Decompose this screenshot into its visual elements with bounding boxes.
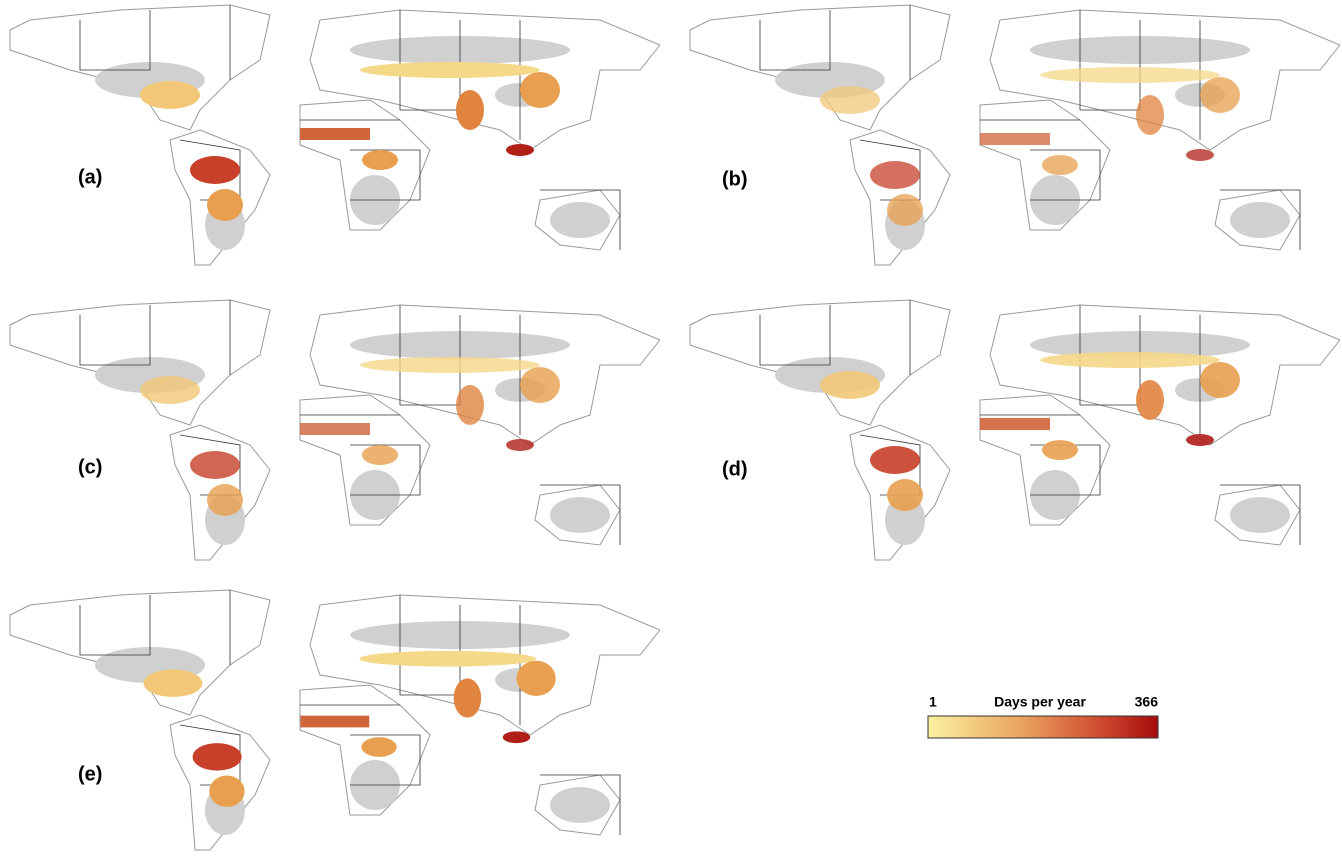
panel-label: (d) (722, 458, 748, 480)
panel-label: (e) (78, 763, 102, 785)
figure: (a) (b) (c) (d) (e) 1 Days per year 366 (0, 0, 1342, 858)
colorbar (928, 716, 1158, 738)
map-panel: (c) (10, 300, 660, 560)
panel-label: (c) (78, 456, 102, 478)
map-panel: (a) (10, 5, 660, 265)
map-panel: (d) (690, 300, 1340, 560)
panel-label: (a) (78, 166, 102, 188)
legend-max: 366 (1135, 694, 1159, 710)
legend-title: Days per year (994, 694, 1086, 710)
page: {"panels": [{"label": "(a)"}, {"label": … (0, 0, 1342, 863)
map-panel: (b) (690, 5, 1340, 265)
map-panel: (e) (10, 590, 660, 850)
legend-min: 1 (929, 694, 937, 710)
legend: 1 Days per year 366 (928, 694, 1158, 738)
panel-label: (b) (722, 168, 748, 190)
